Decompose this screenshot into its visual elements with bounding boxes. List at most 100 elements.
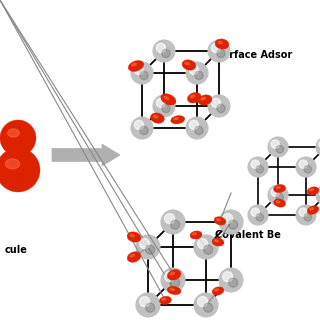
Circle shape [268, 137, 288, 157]
Ellipse shape [167, 286, 181, 295]
Circle shape [251, 208, 260, 216]
Ellipse shape [161, 94, 176, 105]
Circle shape [140, 71, 148, 80]
Circle shape [134, 120, 144, 130]
Circle shape [219, 268, 243, 292]
Circle shape [153, 95, 175, 117]
Ellipse shape [128, 60, 144, 71]
Circle shape [204, 245, 213, 254]
Circle shape [189, 120, 198, 130]
Ellipse shape [198, 95, 212, 105]
Ellipse shape [153, 116, 158, 118]
Ellipse shape [212, 287, 224, 295]
Circle shape [228, 220, 238, 229]
Circle shape [271, 188, 279, 196]
Circle shape [248, 205, 268, 225]
Text: Surface Adsor: Surface Adsor [215, 50, 292, 60]
Ellipse shape [274, 199, 285, 207]
Circle shape [156, 98, 165, 108]
Circle shape [211, 43, 220, 52]
Circle shape [316, 185, 320, 205]
Ellipse shape [217, 219, 220, 221]
Circle shape [140, 297, 150, 307]
Circle shape [276, 193, 284, 201]
FancyArrow shape [52, 144, 120, 166]
Ellipse shape [215, 240, 219, 242]
Ellipse shape [171, 116, 185, 124]
Circle shape [189, 65, 198, 75]
Circle shape [299, 208, 308, 216]
Circle shape [304, 165, 312, 173]
Circle shape [319, 140, 320, 148]
Ellipse shape [0, 148, 40, 192]
Circle shape [153, 40, 175, 62]
Ellipse shape [276, 201, 280, 203]
Ellipse shape [167, 269, 181, 280]
Circle shape [136, 293, 160, 317]
Circle shape [162, 49, 170, 58]
Circle shape [146, 303, 155, 312]
Ellipse shape [276, 187, 280, 188]
Circle shape [164, 214, 175, 224]
Circle shape [248, 157, 268, 177]
Circle shape [186, 117, 208, 139]
Ellipse shape [182, 60, 196, 70]
Ellipse shape [201, 97, 205, 100]
Circle shape [161, 210, 185, 234]
Circle shape [217, 104, 225, 113]
Circle shape [171, 278, 180, 287]
Ellipse shape [5, 159, 20, 169]
Circle shape [268, 185, 288, 205]
Circle shape [319, 188, 320, 196]
Circle shape [194, 293, 218, 317]
Ellipse shape [190, 231, 202, 239]
Circle shape [296, 157, 316, 177]
Circle shape [299, 160, 308, 168]
Circle shape [198, 239, 208, 249]
Circle shape [140, 126, 148, 135]
Circle shape [131, 62, 153, 84]
Ellipse shape [164, 97, 169, 100]
Ellipse shape [212, 238, 224, 246]
Ellipse shape [170, 288, 175, 290]
Circle shape [219, 210, 243, 234]
Circle shape [194, 235, 218, 259]
Ellipse shape [307, 206, 319, 214]
Circle shape [134, 65, 144, 75]
Circle shape [156, 43, 165, 52]
Circle shape [316, 137, 320, 157]
Circle shape [136, 235, 160, 259]
Ellipse shape [274, 185, 285, 193]
Circle shape [162, 104, 170, 113]
Circle shape [296, 205, 316, 225]
Circle shape [204, 303, 213, 312]
Circle shape [161, 268, 185, 292]
Ellipse shape [130, 234, 134, 237]
Circle shape [198, 297, 208, 307]
Ellipse shape [193, 233, 196, 235]
Ellipse shape [190, 95, 195, 98]
Ellipse shape [215, 289, 218, 291]
Circle shape [208, 40, 230, 62]
Ellipse shape [162, 298, 166, 300]
Ellipse shape [0, 120, 36, 156]
Circle shape [251, 160, 260, 168]
Text: Covalent Be: Covalent Be [215, 230, 281, 240]
Text: cule: cule [5, 245, 28, 255]
Circle shape [256, 213, 264, 221]
Ellipse shape [8, 129, 19, 137]
Circle shape [140, 239, 150, 249]
Ellipse shape [150, 113, 164, 123]
Ellipse shape [214, 217, 226, 225]
Ellipse shape [307, 187, 319, 195]
Ellipse shape [185, 62, 189, 65]
Circle shape [228, 278, 238, 287]
Circle shape [171, 220, 180, 229]
Circle shape [223, 272, 233, 282]
Circle shape [271, 140, 279, 148]
Ellipse shape [215, 39, 229, 49]
Circle shape [256, 165, 264, 173]
Circle shape [186, 62, 208, 84]
Circle shape [195, 71, 203, 80]
Ellipse shape [188, 92, 201, 103]
